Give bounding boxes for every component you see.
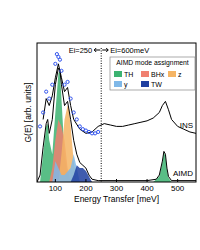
x-tick bbox=[147, 179, 148, 182]
legend: AIMD mode assignment TH BHx z y TW bbox=[110, 57, 195, 90]
area-th bbox=[40, 71, 171, 182]
marks bbox=[37, 48, 196, 182]
point bbox=[75, 118, 78, 121]
legend-label: z bbox=[178, 71, 182, 78]
point bbox=[72, 111, 75, 114]
point bbox=[51, 83, 54, 86]
y-axis-label: G(E) [arb. units] bbox=[23, 83, 33, 143]
point bbox=[63, 83, 66, 86]
legend-label: TW bbox=[151, 81, 162, 88]
arrow bbox=[102, 48, 108, 52]
x-tick-label: 500 bbox=[171, 184, 185, 193]
line-label: AIMD bbox=[173, 169, 193, 178]
point bbox=[66, 80, 69, 83]
legend-swatch bbox=[141, 71, 149, 77]
x-axis-label: Energy Transfer [meV] bbox=[74, 194, 159, 204]
legend-swatch bbox=[114, 71, 122, 77]
legend-title: AIMD mode assignment bbox=[116, 59, 189, 67]
point bbox=[42, 111, 45, 114]
legend-label: y bbox=[124, 81, 128, 89]
point bbox=[97, 130, 100, 133]
line-label: INS bbox=[180, 121, 193, 130]
legend-label: BHx bbox=[151, 71, 165, 78]
x-tick bbox=[177, 179, 178, 182]
legend-swatch bbox=[141, 81, 149, 87]
arrow bbox=[94, 48, 100, 52]
annotation: Ei=600meV bbox=[110, 46, 149, 55]
legend-box bbox=[110, 57, 195, 90]
point bbox=[45, 90, 48, 93]
point bbox=[38, 125, 41, 128]
point bbox=[60, 69, 63, 72]
point bbox=[48, 97, 51, 100]
x-tick bbox=[55, 179, 56, 182]
point bbox=[69, 97, 72, 100]
x-tick bbox=[116, 179, 117, 182]
legend-label: TH bbox=[124, 71, 133, 78]
line-ins bbox=[43, 64, 196, 134]
x-tick-label: 200 bbox=[79, 184, 93, 193]
point bbox=[78, 125, 81, 128]
legend-swatch bbox=[168, 71, 176, 77]
ei-line bbox=[101, 48, 102, 182]
x-tick-label: 300 bbox=[110, 184, 124, 193]
point bbox=[58, 58, 61, 61]
annotation: Ei=250 bbox=[69, 46, 93, 55]
point bbox=[54, 62, 57, 65]
x-tick-label: 100 bbox=[49, 184, 63, 193]
chart: 100 200 300 400 500 Energy Transfer [meV] G(E)… bbox=[0, 0, 200, 250]
x-tick-label: 400 bbox=[140, 184, 154, 193]
x-tick bbox=[85, 179, 86, 182]
frame bbox=[37, 43, 196, 182]
legend-swatch bbox=[114, 81, 122, 87]
